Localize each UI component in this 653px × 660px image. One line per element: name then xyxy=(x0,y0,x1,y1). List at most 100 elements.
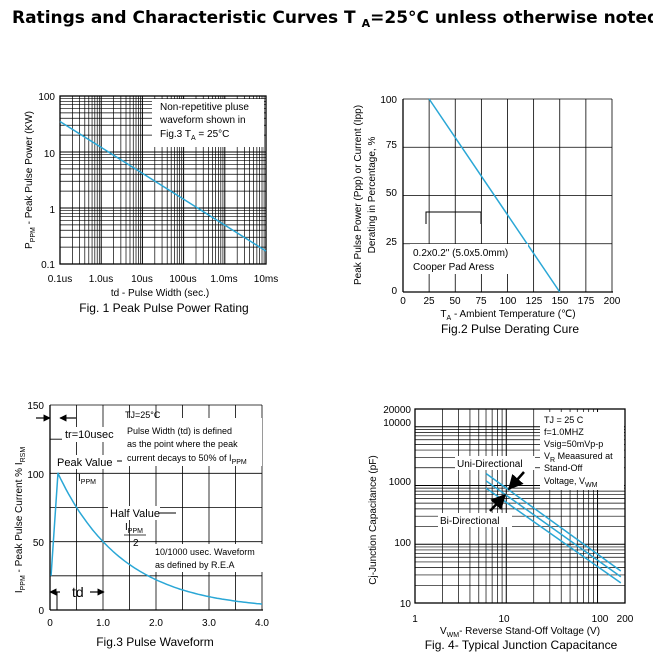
fig3-note-tr: tr=10usec xyxy=(65,429,114,441)
fig3-title: Fig.3 Pulse Waveform xyxy=(96,635,214,649)
fig2-annotation-bg xyxy=(410,244,528,274)
fig4-uni-label: Uni-Directional xyxy=(457,459,523,470)
fig2-y-axis-label-line1: Peak Pulse Power (Ppp) or Current (Ipp) xyxy=(353,105,364,285)
fig3-chart: TJ=25°C Pulse Width (td) is defined as t… xyxy=(14,401,269,649)
fig3-note-tj: TJ=25°C xyxy=(125,410,161,420)
fig3-xtick-label: 4.0 xyxy=(255,618,269,629)
fig2-xtick-label: 150 xyxy=(552,296,569,307)
fig4-bi-label: Bi-Directional xyxy=(440,516,499,527)
fig1-xtick-label: 1.0ms xyxy=(210,274,237,285)
fig1-ytick-label: 0.1 xyxy=(41,260,55,271)
fig2-y-axis-label-line2: Derating in Percentage, % xyxy=(367,137,378,254)
fig3-ytick-label: 100 xyxy=(27,470,44,481)
fig1-annotation-line3: Fig.3 TA = 25°C xyxy=(160,129,229,142)
fig3-xtick-label: 1.0 xyxy=(96,618,110,629)
fig2-xtick-label: 125 xyxy=(526,296,543,307)
fig1-power-curve xyxy=(59,120,267,252)
fig3-ytick-label: 150 xyxy=(27,401,44,412)
fig4-note-l5: Stand-Off xyxy=(544,463,583,473)
fig4-note-l3: Vsig=50mVp-p xyxy=(544,439,603,449)
fig3-peak-bg xyxy=(55,455,117,469)
fig3-waveform-curve xyxy=(50,472,263,605)
fig4-note-l1: TJ = 25 C xyxy=(544,415,584,425)
fig4-x-axis-label: VWM- Reverse Stand-Off Voltage (V) xyxy=(440,626,600,639)
fig4-plot-frame xyxy=(414,408,626,604)
fig1-series xyxy=(59,120,267,252)
fig3-note-pw1: Pulse Width (td) is defined xyxy=(127,426,232,436)
fig4-xtick-label: 1 xyxy=(412,614,418,625)
fig4-note-bg xyxy=(540,412,624,490)
fig2-xtick-label: 75 xyxy=(475,296,487,307)
fig4-xtick-label: 100 xyxy=(592,614,609,625)
fig2-annotation-line1: 0.2x0.2" (5.0x5.0mm) xyxy=(413,248,508,259)
fig4-xtick-label: 200 xyxy=(617,614,634,625)
fig2-xtick-label: 0 xyxy=(400,296,406,307)
fig2-xtick-label: 200 xyxy=(604,296,621,307)
fig2-xtick-label: 100 xyxy=(500,296,517,307)
fig2-pad-symbol xyxy=(425,211,482,224)
fig4-chart: TJ = 25 C f=1.0MHZ Vsig=50mVp-p VR Meaas… xyxy=(368,405,634,652)
fig3-ytick-label: 0 xyxy=(38,606,44,617)
fig1-annotation-bg xyxy=(152,99,264,147)
fig2-x-axis-label: TA - Ambient Temperature (℃) xyxy=(440,309,575,322)
fig1-annotation-line2: waveform shown in xyxy=(159,115,246,126)
fig2-ytick-label: 50 xyxy=(386,188,398,199)
fig4-ytick-label: 1000 xyxy=(389,477,412,488)
fig3-note-bg xyxy=(122,418,262,466)
fig1-title: Fig. 1 Peak Pulse Power Rating xyxy=(79,301,248,315)
fig3-half-den: 2 xyxy=(133,538,139,549)
fig4-ytick-label: 10 xyxy=(400,599,412,610)
fig2-annotation-line2: Cooper Pad Aress xyxy=(413,262,494,273)
fig2-derating-curve xyxy=(428,98,561,293)
fig1-xtick-label: 1.0us xyxy=(89,274,113,285)
fig3-peak-sub: IPPM xyxy=(78,473,96,486)
fig4-ytick-label: 100 xyxy=(394,538,411,549)
fig2-xtick-label: 50 xyxy=(449,296,461,307)
fig3-xtick-label: 0 xyxy=(47,618,53,629)
fig1-ytick-label: 100 xyxy=(38,92,55,103)
fig3-note-pw2: as the point where the peak xyxy=(127,439,238,449)
fig4-title: Fig. 4- Typical Junction Capacitance xyxy=(425,638,618,652)
fig4-ytick-label: 20000 xyxy=(383,405,411,416)
fig4-ytick-label: 10000 xyxy=(383,418,411,429)
fig3-y-axis-label: IPPM - Peak Pulse Current % IRSM xyxy=(14,447,27,594)
fig4-note-l6: Voltage, VWM xyxy=(544,476,598,489)
fig1-ytick-label: 1 xyxy=(49,205,55,216)
fig3-series xyxy=(50,472,263,605)
fig3-note-wave2: as defined by R.E.A xyxy=(155,560,235,570)
fig4-bi-arrow xyxy=(489,493,507,512)
fig1-plot-frame xyxy=(59,95,267,265)
fig4-uni-arrow xyxy=(508,471,525,491)
fig1-xtick-label: 0.1us xyxy=(48,274,72,285)
fig1-xtick-label: 10us xyxy=(131,274,153,285)
fig2-ytick-label: 75 xyxy=(386,140,398,151)
fig3-half-bg xyxy=(108,506,160,520)
fig2-ytick-label: 100 xyxy=(380,95,397,106)
fig3-note-wave1: 10/1000 usec. Waveform xyxy=(155,547,255,557)
fig2-chart: 0.2x0.2" (5.0x5.0mm) Cooper Pad Aress 10… xyxy=(353,95,621,336)
fig4-bi-bg xyxy=(438,513,512,527)
fig4-capacitance-curve-2 xyxy=(485,487,622,584)
fig3-ytick-label: 50 xyxy=(33,538,45,549)
fig2-xtick-label: 175 xyxy=(578,296,595,307)
fig1-xtick-label: 10ms xyxy=(254,274,278,285)
fig3-xtick-label: 3.0 xyxy=(202,618,216,629)
fig4-capacitance-curve-1 xyxy=(485,480,622,578)
fig1-xtick-label: 100us xyxy=(169,274,196,285)
fig4-uni-bg xyxy=(455,456,535,470)
fig3-half-label: Half Value xyxy=(110,508,160,520)
page-title: Ratings and Characteristic Curves T A=25°… xyxy=(12,8,653,30)
fig4-note-l4: VR Meaasured at xyxy=(544,451,613,464)
fig1-x-axis-label: td - Pulse Width (sec.) xyxy=(111,288,209,299)
fig1-ytick-label: 10 xyxy=(44,149,56,160)
fig1-chart: Non-repetitive pluse waveform shown in F… xyxy=(24,92,278,315)
fig2-ytick-label: 0 xyxy=(391,286,397,297)
fig4-xtick-label: 10 xyxy=(498,614,510,625)
fig3-wave-bg xyxy=(152,544,264,572)
fig3-peak-label: Peak Value xyxy=(57,457,112,469)
fig3-note-pw3: current decays to 50% of IPPM xyxy=(127,453,247,466)
fig2-series xyxy=(428,98,561,293)
fig3-td-label: td xyxy=(72,584,84,600)
fig3-tr-bg xyxy=(62,427,124,442)
